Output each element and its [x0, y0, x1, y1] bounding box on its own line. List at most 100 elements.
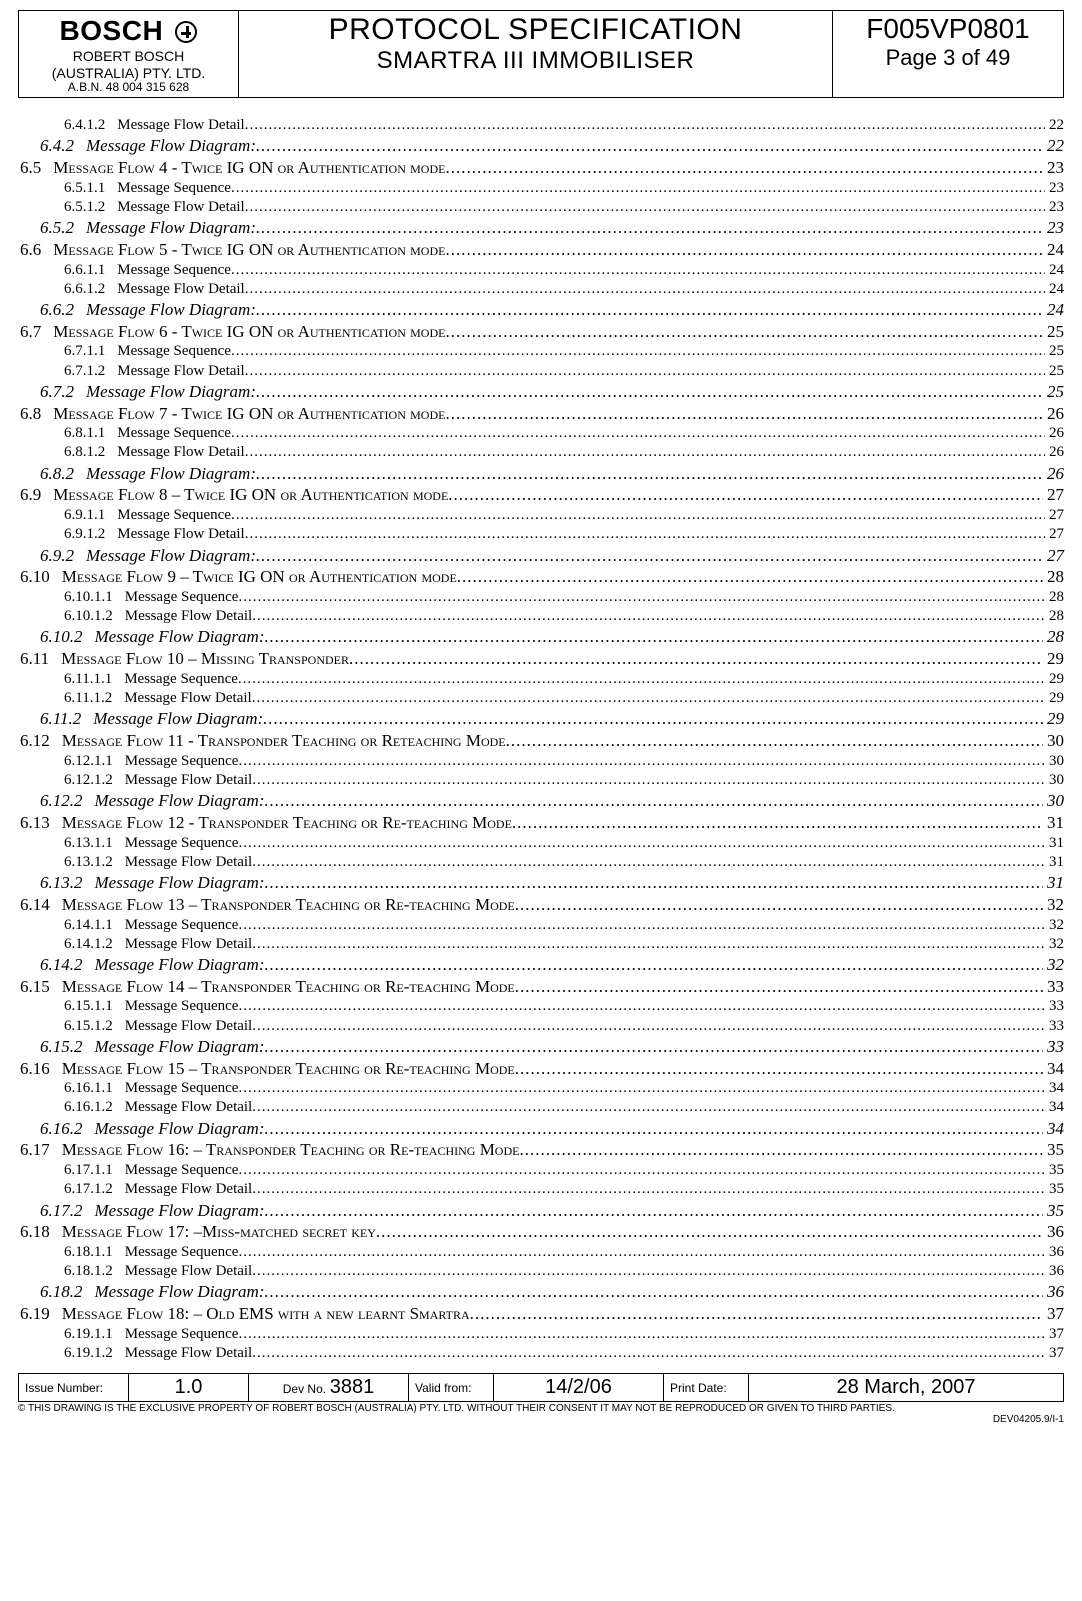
- toc-number: 6.7.2: [40, 381, 86, 403]
- toc-entry: 6.11.1.2Message Flow Detail 29: [18, 689, 1064, 708]
- toc-page: 26: [1043, 463, 1064, 485]
- toc-page: 36: [1043, 1281, 1064, 1303]
- toc-label: Message Flow Detail: [125, 771, 252, 790]
- toc-label: Message Sequence: [125, 1079, 239, 1098]
- toc-leader-dots: [256, 381, 1043, 403]
- toc-number: 6.16.2: [40, 1118, 95, 1140]
- toc-label: Message Sequence: [125, 1161, 239, 1180]
- toc-label: Message Flow 13 – Transponder Teaching o…: [62, 894, 515, 916]
- toc-number: 6.9.1.2: [64, 525, 117, 544]
- toc-entry: 6.17.1.1Message Sequence 35: [18, 1161, 1064, 1180]
- toc-number: 6.10.1.2: [64, 607, 125, 626]
- toc-page: 27: [1043, 545, 1064, 567]
- toc-label: Message Flow Diagram:: [86, 135, 256, 157]
- toc-number: 6.4.1.2: [64, 116, 117, 135]
- toc-page: 31: [1045, 853, 1064, 872]
- toc-entry: 6.15Message Flow 14 – Transponder Teachi…: [18, 976, 1064, 998]
- toc-number: 6.17.1.1: [64, 1161, 125, 1180]
- toc-entry: 6.12.2Message Flow Diagram: 30: [18, 790, 1064, 812]
- toc-number: 6.9.2: [40, 545, 86, 567]
- toc-label: Message Flow 12 - Transponder Teaching o…: [62, 812, 512, 834]
- toc-label: Message Sequence: [125, 997, 239, 1016]
- toc-leader-dots: [376, 1221, 1043, 1243]
- toc-page: 24: [1043, 239, 1064, 261]
- toc-entry: 6.16.1.2Message Flow Detail 34: [18, 1098, 1064, 1117]
- devno-cell: Dev No. 3881: [249, 1374, 409, 1402]
- toc-number: 6.9: [20, 484, 53, 506]
- toc-label: Message Flow 16: – Transponder Teaching …: [62, 1139, 520, 1161]
- toc-page: 32: [1045, 935, 1064, 954]
- toc-leader-dots: [231, 342, 1045, 361]
- toc-label: Message Flow Diagram:: [95, 954, 265, 976]
- toc-leader-dots: [252, 853, 1045, 872]
- print-label: Print Date:: [664, 1374, 749, 1402]
- toc-label: Message Flow 6 - Twice IG ON or Authenti…: [53, 321, 445, 343]
- toc-leader-dots: [448, 484, 1043, 506]
- toc-entry: 6.18.2Message Flow Diagram: 36: [18, 1281, 1064, 1303]
- toc-leader-dots: [519, 1139, 1043, 1161]
- toc-number: 6.9.1.1: [64, 506, 117, 525]
- toc-page: 36: [1045, 1243, 1064, 1262]
- toc-page: 35: [1045, 1161, 1064, 1180]
- toc-leader-dots: [238, 670, 1045, 689]
- toc-leader-dots: [231, 261, 1045, 280]
- toc-label: Message Flow Diagram:: [95, 872, 265, 894]
- toc-entry: 6.14.1.2Message Flow Detail 32: [18, 935, 1064, 954]
- toc-leader-dots: [445, 239, 1043, 261]
- toc-page: 35: [1043, 1139, 1064, 1161]
- toc-page: 26: [1043, 403, 1064, 425]
- toc-leader-dots: [231, 179, 1045, 198]
- toc-number: 6.11: [20, 648, 61, 670]
- toc-entry: 6.7Message Flow 6 - Twice IG ON or Authe…: [18, 321, 1064, 343]
- toc-leader-dots: [349, 648, 1043, 670]
- toc-label: Message Sequence: [125, 588, 239, 607]
- toc-leader-dots: [238, 752, 1045, 771]
- toc-page: 26: [1045, 443, 1064, 462]
- toc-number: 6.16.1.1: [64, 1079, 125, 1098]
- toc-page: 28: [1043, 626, 1064, 648]
- doc-number: F005VP0801: [837, 13, 1059, 45]
- toc-entry: 6.19Message Flow 18: – Old EMS with a ne…: [18, 1303, 1064, 1325]
- toc-number: 6.12.1.1: [64, 752, 125, 771]
- toc-number: 6.6.2: [40, 299, 86, 321]
- header-mid: PROTOCOL SPECIFICATION SMARTRA III IMMOB…: [239, 11, 833, 97]
- issue-value: 1.0: [129, 1374, 249, 1402]
- toc-label: Message Flow 10 – Missing Transponder: [61, 648, 349, 670]
- toc-page: 34: [1043, 1118, 1064, 1140]
- logo-text: BOSCH: [60, 15, 164, 46]
- toc-number: 6.14: [20, 894, 62, 916]
- toc-page: 33: [1045, 997, 1064, 1016]
- toc-entry: 6.10.1.1Message Sequence 28: [18, 588, 1064, 607]
- toc-number: 6.13: [20, 812, 62, 834]
- toc-leader-dots: [238, 588, 1045, 607]
- toc-entry: 6.9Message Flow 8 – Twice IG ON or Authe…: [18, 484, 1064, 506]
- toc-label: Message Flow Detail: [125, 853, 252, 872]
- toc-number: 6.12.2: [40, 790, 95, 812]
- toc-page: 36: [1043, 1221, 1064, 1243]
- page: BOSCH ROBERT BOSCH (AUSTRALIA) PTY. LTD.…: [0, 0, 1082, 1431]
- toc-number: 6.15.2: [40, 1036, 95, 1058]
- toc-leader-dots: [252, 1017, 1045, 1036]
- toc-entry: 6.9.1.1Message Sequence 27: [18, 506, 1064, 525]
- toc-page: 27: [1045, 506, 1064, 525]
- toc-label: Message Flow 8 – Twice IG ON or Authenti…: [53, 484, 448, 506]
- toc-page: 32: [1045, 916, 1064, 935]
- toc-leader-dots: [245, 198, 1045, 217]
- toc-entry: 6.9.1.2Message Flow Detail 27: [18, 525, 1064, 544]
- toc-page: 29: [1045, 689, 1064, 708]
- toc-number: 6.5.1.2: [64, 198, 117, 217]
- toc-number: 6.10.2: [40, 626, 95, 648]
- toc-label: Message Flow Detail: [117, 443, 244, 462]
- toc-page: 37: [1045, 1325, 1064, 1344]
- toc-page: 36: [1045, 1262, 1064, 1281]
- toc-leader-dots: [245, 525, 1045, 544]
- toc-leader-dots: [506, 730, 1043, 752]
- toc-number: 6.12: [20, 730, 62, 752]
- toc-leader-dots: [252, 771, 1045, 790]
- toc-label: Message Flow Detail: [125, 607, 252, 626]
- toc-number: 6.5: [20, 157, 53, 179]
- toc-leader-dots: [238, 834, 1045, 853]
- devno-label: Dev No.: [283, 1382, 326, 1396]
- toc-page: 24: [1043, 299, 1064, 321]
- toc-page: 29: [1043, 708, 1064, 730]
